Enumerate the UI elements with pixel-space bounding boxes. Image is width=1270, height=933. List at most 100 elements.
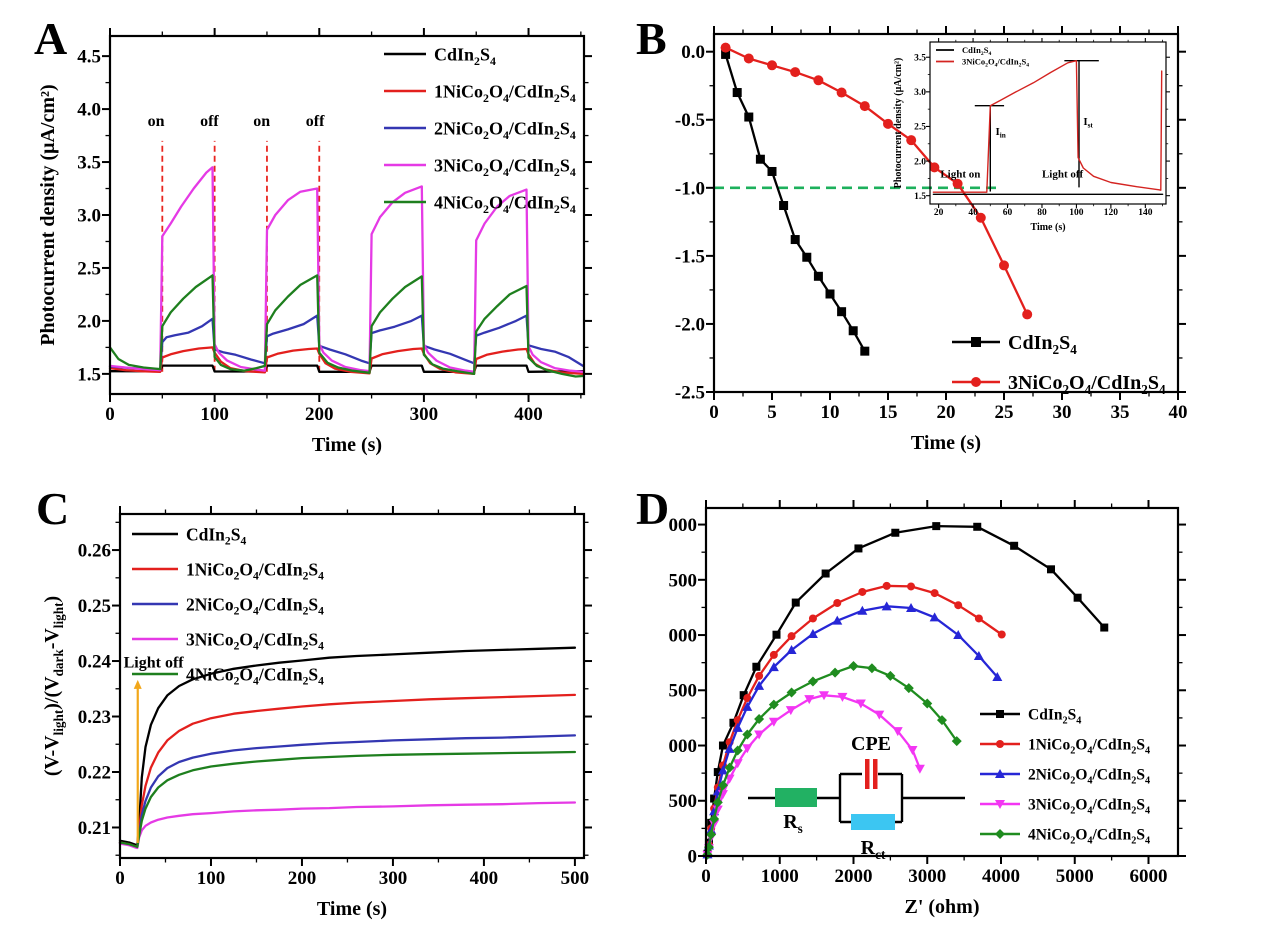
y-tick-label: 0.23	[78, 707, 111, 728]
legend: CdIn2S4 1NiCo2O4/CdIn2S4 2NiCo2O4/CdIn2S4 3…	[132, 524, 324, 688]
x-tick-label: 6000	[1130, 866, 1168, 887]
legend-entry: 3NiCo2O4/CdIn2S4	[1008, 372, 1166, 397]
marker-circle	[858, 587, 867, 596]
marker-triangle-down	[819, 691, 829, 701]
panel-label-b: B	[636, 13, 667, 64]
marker-triangle-up	[906, 602, 917, 612]
x-tick-label: 1000	[761, 866, 799, 887]
y-tick-label: 0.0	[681, 42, 705, 63]
panel-c-chart: 0 100 200 300 400 500 0.21 0.22 0.23 0.24 0.25 0.26…	[41, 506, 592, 920]
x-tick-label: 200	[288, 868, 317, 889]
rct-resistor	[851, 814, 895, 830]
marker-circle	[743, 694, 752, 703]
legend: CdIn2S4 3NiCo2O4/CdIn2S4	[952, 332, 1166, 397]
marker-circle	[997, 630, 1006, 639]
marker-circle	[808, 614, 817, 623]
y-tick-label: 0.25	[78, 596, 111, 617]
marker-circle	[720, 42, 731, 53]
series-1	[932, 60, 1163, 193]
marker-square	[813, 271, 823, 281]
marker-circle	[859, 101, 870, 112]
y-axis-label: (V-Vlight)/(Vdark-Vlight)	[41, 596, 66, 776]
legend-entry: 2NiCo2O4/CdIn2S4	[434, 118, 576, 141]
y-tick-label: 3.5	[77, 153, 101, 174]
series-4	[118, 750, 577, 849]
x-tick-label: 120	[1104, 208, 1119, 218]
panel-a: 0 100 200 300 400 1.5 2.0 2.5 3.0 3.5 4.0 4.5 Time (…	[28, 8, 622, 466]
marker-square	[860, 346, 870, 356]
marker-circle	[836, 87, 847, 98]
legend-entry: CdIn2S4	[186, 524, 246, 547]
marker-triangle-up	[953, 630, 964, 640]
legend-entry: CdIn2S4	[962, 45, 991, 57]
x-tick-label: 0	[115, 868, 125, 889]
series-0	[721, 49, 870, 356]
marker-triangle-down	[754, 730, 765, 740]
marker-diamond	[937, 715, 947, 726]
marker-square	[718, 741, 727, 750]
y-tick-label: 3.5	[914, 53, 926, 63]
marker-square	[739, 691, 748, 700]
marker-triangle-up	[832, 615, 843, 625]
marker-diamond	[742, 729, 753, 740]
x-tick-label: 30	[1053, 402, 1072, 423]
x-tick-label: 140	[1138, 208, 1153, 218]
marker-diamond	[830, 667, 841, 678]
marker-diamond	[995, 829, 1005, 839]
y-tick-label: -1.5	[675, 246, 705, 267]
x-axis-label: Time (s)	[317, 898, 387, 920]
rs-label: Rs	[783, 811, 803, 836]
x-tick-label: 60	[1003, 208, 1013, 218]
annotation: off	[200, 113, 219, 130]
cpe-capacitor-plate	[873, 759, 878, 789]
x-tick-label: 100	[1069, 208, 1084, 218]
marker-triangle-up	[857, 605, 868, 615]
series-2	[108, 314, 585, 371]
marker-square	[767, 166, 777, 176]
chart-C: 0 100 200 300 400 500 0.21 0.22 0.23 0.24 0.25 0.26…	[41, 506, 592, 920]
marker-diamond	[786, 687, 797, 698]
marker-square	[752, 662, 761, 671]
panel-d: 0 1000 2000 3000 4000 5000 6000 0 500 000 500 000 50…	[630, 478, 1254, 930]
marker-triangle-up	[742, 701, 753, 711]
panel-b-chart: 0 5 10 15 20 25 30 35 40 0.0 -0.5 -1.0 -1.5 -2.0 -2.5 T…	[675, 26, 1188, 454]
annotation: Light off	[1042, 169, 1084, 181]
marker-circle	[952, 178, 963, 189]
x-tick-label: 20	[937, 402, 956, 423]
marker-square	[1100, 623, 1109, 632]
marker-diamond	[885, 670, 896, 681]
marker-circle	[882, 581, 891, 590]
panel-a-chart: 0 100 200 300 400 1.5 2.0 2.5 3.0 3.5 4.0 4.5 Time (…	[37, 28, 592, 456]
marker-diamond	[866, 663, 877, 674]
y-tick-label: 3.0	[77, 205, 101, 226]
marker-triangle-down	[742, 744, 753, 754]
marker-square	[710, 794, 719, 803]
series-3	[118, 801, 577, 850]
legend-entry: 4NiCo2O4/CdIn2S4	[434, 192, 576, 215]
marker-diamond	[754, 714, 765, 725]
marker-triangle-down	[995, 800, 1005, 809]
y-tick-label: 0	[688, 846, 698, 867]
y-tick-label: 1.5	[77, 364, 101, 385]
x-tick-label: 0	[709, 402, 719, 423]
y-tick-label: -2.0	[675, 314, 705, 335]
marker-circle	[930, 589, 939, 598]
marker-diamond	[717, 780, 728, 791]
marker-square	[791, 598, 800, 607]
marker-square	[825, 289, 835, 299]
marker-diamond	[903, 683, 914, 694]
marker-triangle-up	[732, 722, 743, 732]
marker-circle	[790, 67, 801, 78]
marker-diamond	[768, 699, 779, 710]
y-axis-label: Photocurrent density (μA/cm²)	[893, 58, 904, 189]
marker-circle	[974, 614, 983, 623]
marker-square	[802, 252, 812, 262]
panel-c: 0 100 200 300 400 500 0.21 0.22 0.23 0.24 0.25 0.26…	[28, 478, 622, 930]
marker-triangle-up	[973, 651, 984, 661]
marker-circle	[906, 135, 917, 146]
marker-diamond	[922, 698, 933, 709]
legend-entry: 4NiCo2O4/CdIn2S4	[1028, 827, 1150, 847]
marker-diamond	[709, 813, 720, 824]
marker-triangle-down	[712, 805, 723, 815]
marker-circle	[954, 601, 963, 610]
